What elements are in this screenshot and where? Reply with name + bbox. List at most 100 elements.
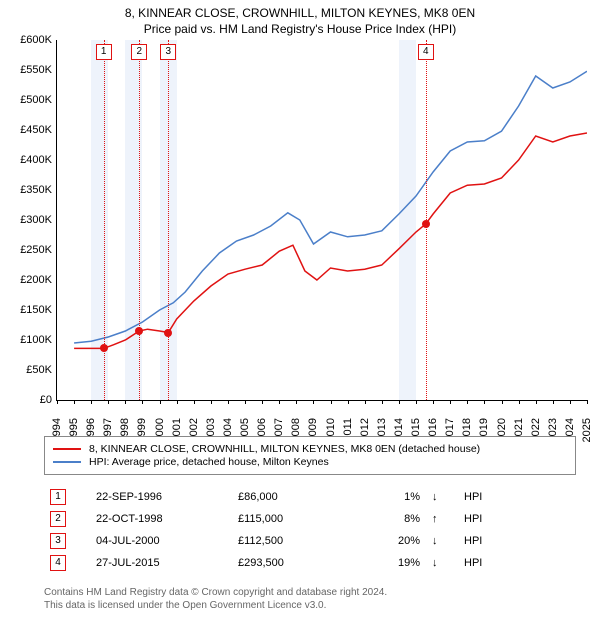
event-tag: HPI <box>458 508 576 530</box>
marker-box: 4 <box>418 44 434 60</box>
event-arrow-down-icon: ↓ <box>426 552 458 574</box>
x-axis-tick <box>553 400 554 404</box>
y-axis-label: £50K <box>8 364 52 376</box>
x-axis-tick <box>108 400 109 404</box>
event-row: 1 22-SEP-1996£86,0001%↓HPI <box>44 486 576 508</box>
marker-line <box>168 40 169 400</box>
chart-titles: 8, KINNEAR CLOSE, CROWNHILL, MILTON KEYN… <box>0 0 600 36</box>
legend-swatch-hpi <box>53 461 81 463</box>
legend-label-hpi: HPI: Average price, detached house, Milt… <box>89 456 329 468</box>
legend-swatch-property <box>53 448 81 450</box>
x-axis-tick <box>177 400 178 404</box>
x-axis-tick <box>502 400 503 404</box>
marker-point <box>164 329 172 337</box>
event-row: 2 22-OCT-1998£115,0008%↑HPI <box>44 508 576 530</box>
plot-wrapper: 1994199519961997199819992000200120022003… <box>8 40 592 426</box>
x-axis-tick <box>296 400 297 404</box>
x-axis-tick <box>74 400 75 404</box>
marker-box: 3 <box>160 44 176 60</box>
footer: Contains HM Land Registry data © Crown c… <box>44 586 576 612</box>
legend-label-property: 8, KINNEAR CLOSE, CROWNHILL, MILTON KEYN… <box>89 443 480 455</box>
x-axis-tick <box>194 400 195 404</box>
x-axis-tick <box>211 400 212 404</box>
y-axis-label: £150K <box>8 304 52 316</box>
x-axis-tick <box>57 400 58 404</box>
y-axis-label: £350K <box>8 184 52 196</box>
event-price: £115,000 <box>232 508 354 530</box>
event-price: £293,500 <box>232 552 354 574</box>
marker-box: 2 <box>131 44 147 60</box>
event-pct: 19% <box>354 552 426 574</box>
plot-area: 1994199519961997199819992000200120022003… <box>56 40 587 401</box>
x-axis-tick <box>125 400 126 404</box>
title-line-2: Price paid vs. HM Land Registry's House … <box>0 22 600 36</box>
x-axis-tick <box>91 400 92 404</box>
marker-point <box>100 344 108 352</box>
x-axis-tick <box>433 400 434 404</box>
x-axis-tick <box>160 400 161 404</box>
x-axis-tick <box>484 400 485 404</box>
legend-row-property: 8, KINNEAR CLOSE, CROWNHILL, MILTON KEYN… <box>53 443 567 455</box>
marker-box: 1 <box>96 44 112 60</box>
y-axis-label: £400K <box>8 154 52 166</box>
x-axis-tick <box>142 400 143 404</box>
chart-lines <box>57 40 587 400</box>
y-axis-label: £500K <box>8 94 52 106</box>
event-date: 27-JUL-2015 <box>90 552 232 574</box>
event-date: 04-JUL-2000 <box>90 530 232 552</box>
events-table: 122-SEP-1996£86,0001%↓HPI222-OCT-1998£11… <box>44 486 576 574</box>
y-axis-label: £600K <box>8 34 52 46</box>
x-axis-tick <box>467 400 468 404</box>
event-date: 22-SEP-1996 <box>90 486 232 508</box>
x-axis-tick <box>536 400 537 404</box>
event-arrow-up-icon: ↑ <box>426 508 458 530</box>
event-arrow-down-icon: ↓ <box>426 486 458 508</box>
x-axis-tick <box>450 400 451 404</box>
x-axis-tick <box>331 400 332 404</box>
x-axis-tick <box>587 400 588 404</box>
event-marker: 1 <box>50 489 66 505</box>
event-price: £86,000 <box>232 486 354 508</box>
event-row: 304-JUL-2000£112,50020%↓HPI <box>44 530 576 552</box>
chart-container: 8, KINNEAR CLOSE, CROWNHILL, MILTON KEYN… <box>0 0 600 620</box>
event-date: 22-OCT-1998 <box>90 508 232 530</box>
footer-line-1: Contains HM Land Registry data © Crown c… <box>44 586 576 599</box>
x-axis-tick <box>245 400 246 404</box>
event-pct: 8% <box>354 508 426 530</box>
x-axis-tick <box>279 400 280 404</box>
x-axis-tick <box>313 400 314 404</box>
event-marker: 3 <box>50 533 66 549</box>
x-axis-tick <box>416 400 417 404</box>
event-tag: HPI <box>458 552 576 574</box>
event-row: 4 27-JUL-2015£293,50019%↓HPI <box>44 552 576 574</box>
x-axis-tick <box>348 400 349 404</box>
event-marker: 4 <box>50 555 66 571</box>
y-axis-label: £550K <box>8 64 52 76</box>
x-axis-tick <box>519 400 520 404</box>
x-axis-tick <box>382 400 383 404</box>
x-axis-tick <box>399 400 400 404</box>
marker-line <box>139 40 140 400</box>
y-axis-label: £0 <box>8 394 52 406</box>
x-axis-tick <box>570 400 571 404</box>
y-axis-label: £100K <box>8 334 52 346</box>
y-axis-label: £250K <box>8 244 52 256</box>
x-axis-tick <box>262 400 263 404</box>
x-axis-tick <box>228 400 229 404</box>
x-axis-tick <box>365 400 366 404</box>
legend-row-hpi: HPI: Average price, detached house, Milt… <box>53 456 567 468</box>
event-marker: 2 <box>50 511 66 527</box>
event-arrow-down-icon: ↓ <box>426 530 458 552</box>
title-line-1: 8, KINNEAR CLOSE, CROWNHILL, MILTON KEYN… <box>0 6 600 20</box>
y-axis-label: £300K <box>8 214 52 226</box>
y-axis-label: £450K <box>8 124 52 136</box>
event-tag: HPI <box>458 486 576 508</box>
y-axis-label: £200K <box>8 274 52 286</box>
marker-point <box>135 327 143 335</box>
footer-line-2: This data is licensed under the Open Gov… <box>44 599 576 612</box>
event-pct: 1% <box>354 486 426 508</box>
x-axis-label: 2025 <box>581 418 593 442</box>
legend: 8, KINNEAR CLOSE, CROWNHILL, MILTON KEYN… <box>44 436 576 475</box>
event-price: £112,500 <box>232 530 354 552</box>
event-tag: HPI <box>458 530 576 552</box>
